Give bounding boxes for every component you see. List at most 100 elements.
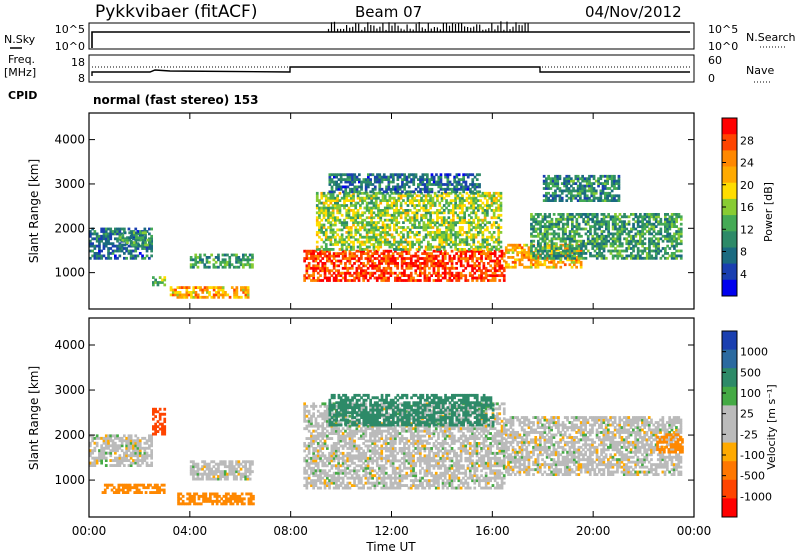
power-cell xyxy=(641,230,644,233)
power-cell xyxy=(502,269,506,273)
power-cell xyxy=(135,236,138,240)
velocity-cell xyxy=(114,459,117,462)
velocity-cell xyxy=(138,454,142,458)
power-cell xyxy=(237,265,241,269)
power-cell xyxy=(363,248,367,251)
power-cell xyxy=(577,248,581,252)
power-cell xyxy=(303,276,306,280)
power-cell xyxy=(367,175,370,179)
power-cell xyxy=(394,257,397,260)
power-cell xyxy=(479,248,482,251)
power-cell xyxy=(397,209,401,212)
power-cell xyxy=(477,194,480,198)
power-cell xyxy=(327,216,330,220)
power-cell xyxy=(401,180,404,184)
power-cell xyxy=(395,223,398,227)
power-cell xyxy=(324,218,328,222)
power-cell xyxy=(404,240,408,244)
velocity-cell xyxy=(237,472,241,476)
power-cell xyxy=(588,187,591,190)
power-cell xyxy=(437,271,440,275)
power-cell xyxy=(390,201,394,205)
power-cell xyxy=(409,257,413,260)
velocity-cell xyxy=(252,502,255,506)
velocity-cell xyxy=(111,444,115,448)
velocity-cell xyxy=(226,475,229,478)
velocity-cell xyxy=(196,467,200,471)
velocity-cell xyxy=(118,456,122,460)
power-cell xyxy=(411,201,414,205)
velocity-cell xyxy=(232,465,236,469)
power-cell xyxy=(481,226,485,229)
velocity-cell xyxy=(310,479,313,483)
power-cell xyxy=(591,213,595,216)
power-cell xyxy=(495,199,498,202)
power-cell xyxy=(616,222,620,226)
velocity-cell xyxy=(198,477,202,481)
power-cell xyxy=(492,194,496,198)
power-cell xyxy=(575,239,579,243)
power-cell xyxy=(403,187,406,191)
power-cell xyxy=(567,174,571,178)
power-cell xyxy=(474,199,478,202)
power-cell xyxy=(448,187,452,191)
power-cell xyxy=(449,218,453,222)
power-cell xyxy=(382,276,386,280)
power-cell xyxy=(675,213,678,216)
power-cell xyxy=(111,232,115,236)
power-cell xyxy=(556,177,560,181)
power-cell xyxy=(559,251,563,254)
power-cell xyxy=(490,209,494,212)
power-cell xyxy=(489,269,492,273)
power-cell xyxy=(423,259,427,263)
power-cell xyxy=(442,216,446,220)
power-cell xyxy=(326,249,329,253)
power-cell xyxy=(427,221,430,224)
power-cell xyxy=(481,233,485,237)
power-cell xyxy=(454,233,457,237)
power-cell xyxy=(474,228,478,232)
power-cell xyxy=(605,220,608,224)
velocity-cell xyxy=(217,465,220,469)
power-cell xyxy=(530,217,533,221)
power-cell xyxy=(397,196,401,200)
velocity-cell xyxy=(132,461,135,465)
power-cell xyxy=(458,240,462,244)
power-cell xyxy=(668,234,672,238)
velocity-cell xyxy=(243,502,246,506)
power-cell xyxy=(545,179,548,183)
power-cell xyxy=(114,244,117,248)
power-cell xyxy=(139,238,143,242)
power-cell xyxy=(366,279,370,282)
power-cell xyxy=(397,221,401,224)
power-cell xyxy=(373,187,377,191)
power-cell xyxy=(551,196,555,200)
power-cell xyxy=(347,231,351,234)
velocity-cell xyxy=(214,472,218,476)
power-cell xyxy=(422,199,426,202)
power-cell xyxy=(331,194,335,198)
velocity-cell xyxy=(186,502,189,506)
power-cell xyxy=(389,187,393,191)
power-cell xyxy=(614,217,617,221)
power-cell xyxy=(411,240,414,244)
power-cell xyxy=(364,274,368,277)
velocity-cell xyxy=(179,502,183,506)
power-cell xyxy=(586,239,590,243)
power-cell xyxy=(472,221,476,224)
power-cell xyxy=(639,213,642,216)
power-cell xyxy=(174,291,177,294)
power-cell xyxy=(611,222,615,226)
power-cell xyxy=(242,263,245,267)
power-cell xyxy=(138,252,142,255)
power-cell xyxy=(580,256,583,260)
power-cell xyxy=(414,259,418,263)
power-cell xyxy=(618,252,622,255)
power-cell xyxy=(361,213,364,217)
velocity-cell xyxy=(235,470,238,474)
power-cell xyxy=(104,242,108,246)
power-cell xyxy=(248,265,252,269)
power-cell xyxy=(477,233,480,237)
velocity-cell xyxy=(201,477,204,481)
power-cell xyxy=(679,227,683,231)
